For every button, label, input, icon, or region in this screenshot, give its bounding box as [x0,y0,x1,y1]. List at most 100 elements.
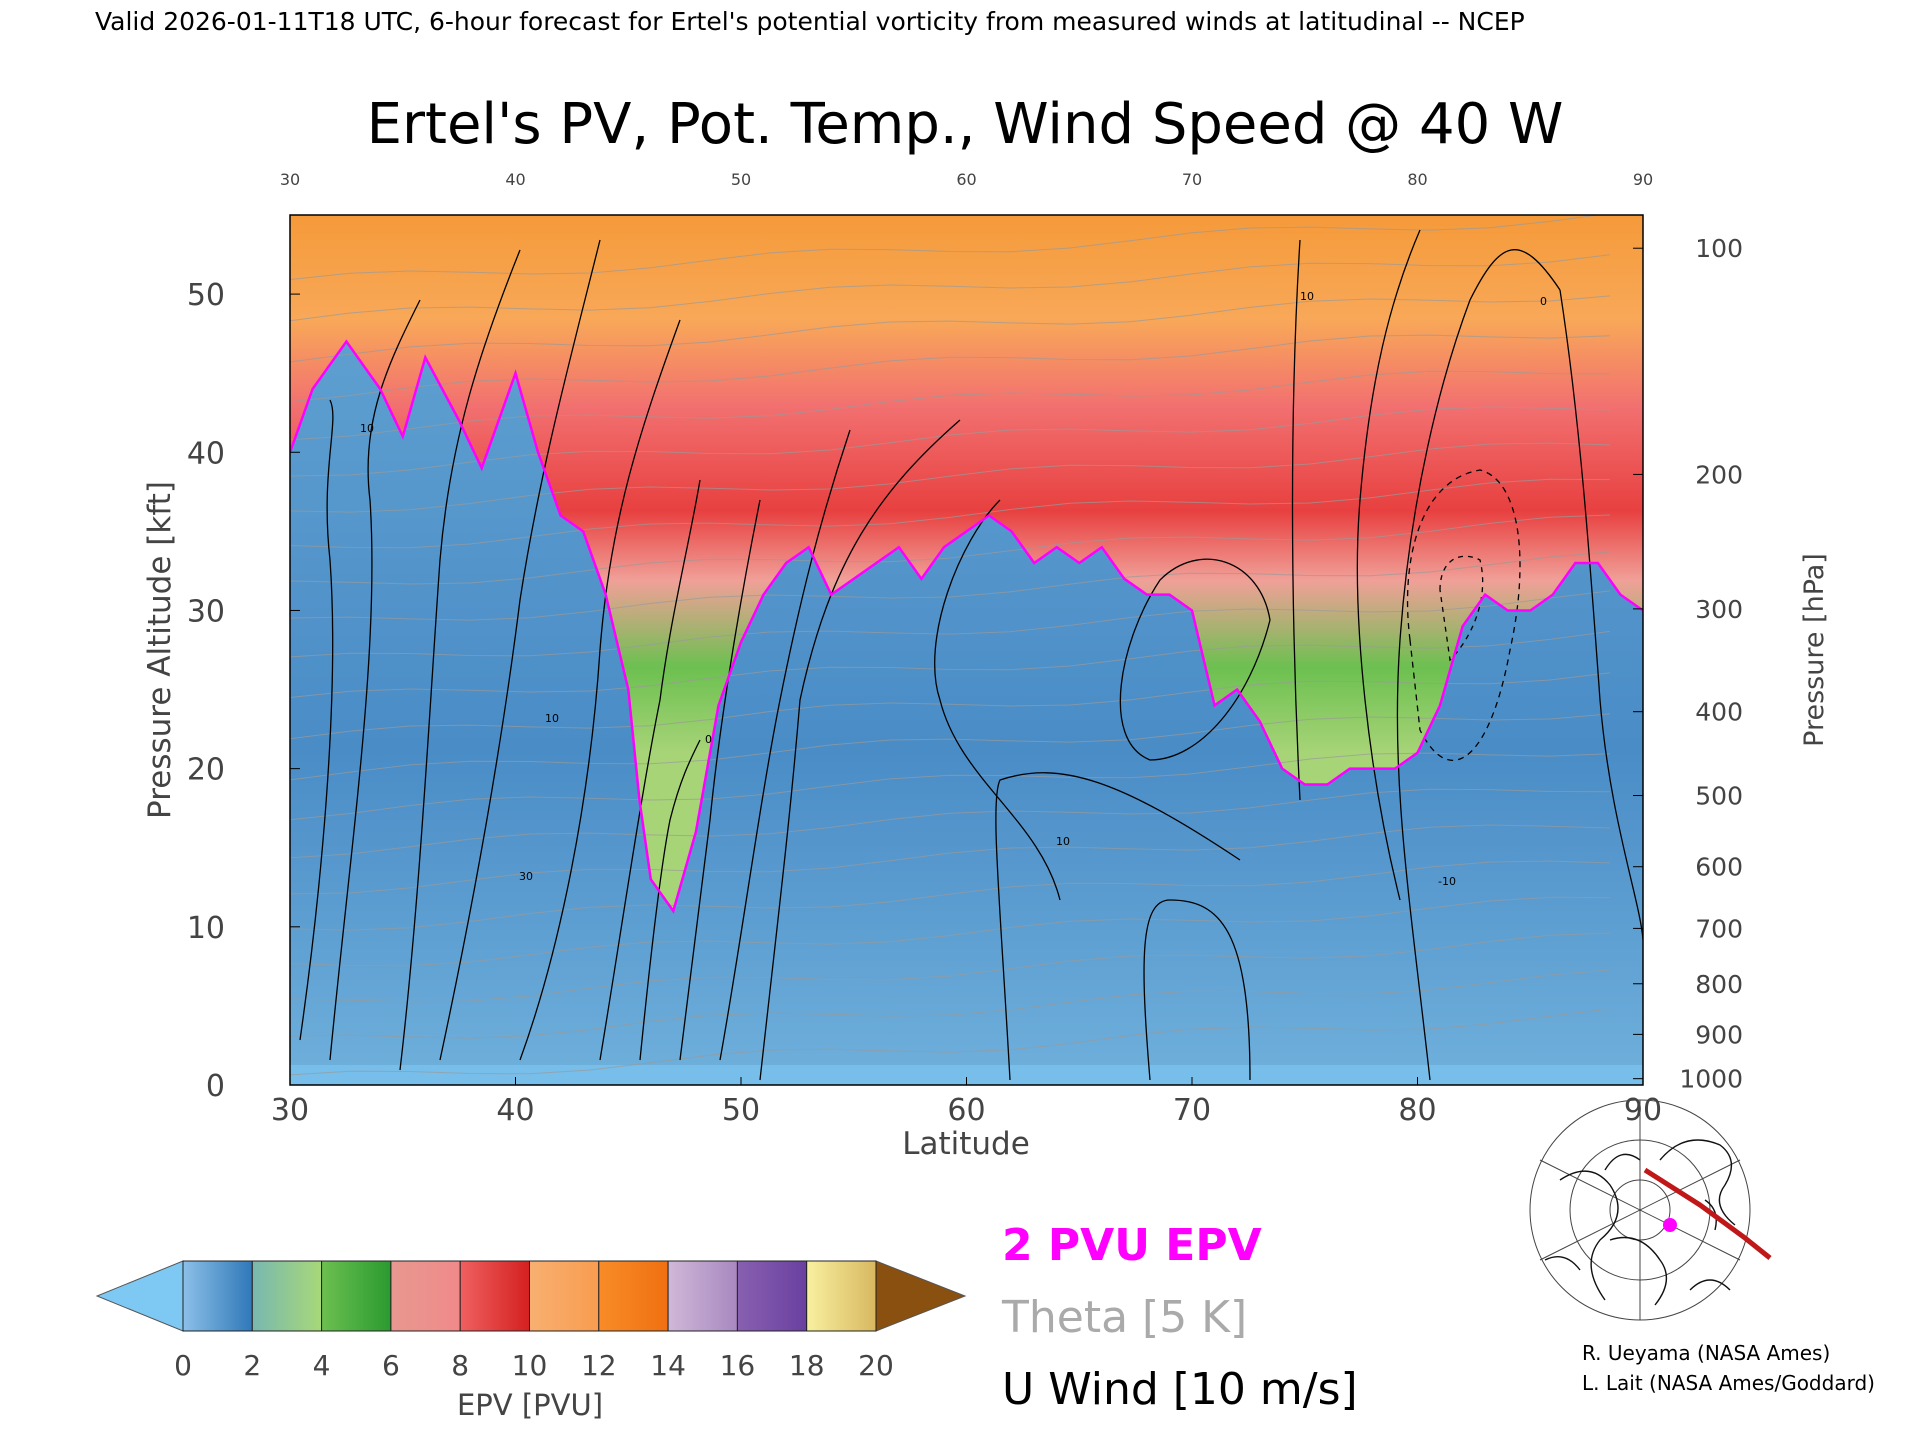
wind-contour [719,429,851,1061]
valid-time-header: Valid 2026-01-11T18 UTC, 6-hour forecast… [95,7,1525,36]
colorbar-segment [806,1260,877,1332]
legend: 2 PVU EPV Theta [5 K] U Wind [10 m/s] [1001,1220,1358,1415]
wind-contour [1396,249,1561,1081]
x-top-tick-label: 90 [1633,170,1653,189]
x-axis-top: 30 40 50 60 70 80 90 [280,170,1653,189]
contour-label: 0 [1540,295,1547,308]
wind-contour [1291,239,1301,801]
wind-contour [679,499,761,1061]
pressure-tick-label: 900 [1695,1020,1743,1049]
epv-colorbar: 0 2 4 6 8 10 12 14 16 18 20 [95,1260,967,1382]
colorbar-tick-label: 14 [650,1349,686,1382]
theta-line [290,752,1611,821]
contour-label: 10 [545,712,559,725]
theta-line [290,932,1611,1004]
x-tick-label: 90 [1624,1093,1662,1128]
x-top-tick-label: 30 [280,170,300,189]
theta-line [290,295,1611,363]
pressure-tick-label: 600 [1695,853,1743,882]
x-top-tick-label: 60 [956,170,976,189]
theta-line [290,442,1611,513]
credit-line-2: L. Lait (NASA Ames/Goddard) [1582,1371,1875,1395]
theta-line [290,551,1611,624]
pressure-tick-label: 200 [1695,460,1743,489]
map-location-marker [1663,1218,1677,1232]
wind-contour-negative [1406,469,1521,761]
pressure-tick-label: 300 [1695,595,1743,624]
theta-line [290,478,1611,549]
map-coastlines [1544,1139,1736,1306]
theta-line [290,215,1602,282]
wind-contour [439,239,601,1061]
wind-contour [329,299,421,1061]
surface-band [290,1065,1643,1085]
theta-line [290,969,1611,1042]
theta-line [290,788,1611,859]
contour-label: -10 [1438,875,1456,888]
wind-contour [1143,899,1251,1081]
x-tick-label: 80 [1398,1093,1436,1128]
x-top-tick-label: 50 [731,170,751,189]
x-tick-label: 50 [722,1093,760,1128]
x-tick-label: 70 [1173,1093,1211,1128]
colorbar-segment [321,1260,392,1332]
legend-wind: U Wind [10 m/s] [1002,1364,1358,1415]
colorbar-tick-label: 0 [174,1349,192,1382]
pressure-tick-label: 800 [1695,970,1743,999]
plot-area: 30 40 50 60 70 80 90 30 40 50 60 70 80 90 0 10 20 30 40 5… [187,170,1743,1128]
colorbar-under-arrow [95,1260,184,1332]
theta-line [290,406,1611,477]
x-tick-label: 40 [496,1093,534,1128]
colorbar-segment [667,1260,738,1332]
x-top-tick-label: 70 [1182,170,1202,189]
x-axis: 30 40 50 60 70 80 90 [271,1077,1662,1128]
y-axis-right: 100 200 300 400 500 600 700 800 900 1000 [1633,234,1743,1094]
pv-2pvu-contour [290,339,1643,914]
wind-contour [759,419,961,1081]
x-axis-label: Latitude [902,1126,1030,1162]
colorbar-segment [598,1260,669,1332]
colorbar-segment [459,1260,531,1332]
colorbar-tick-label: 20 [858,1349,894,1382]
colorbar-over-arrow [875,1260,967,1332]
wind-contour [1559,289,1643,941]
colorbar-tick-label: 2 [243,1349,261,1382]
colorbar-label: EPV [PVU] [457,1388,603,1422]
theta-line [290,590,1611,662]
inset-map [1529,1099,1772,1321]
wind-contour [934,499,1061,901]
legend-theta: Theta [5 K] [1001,1292,1247,1343]
colorbar-segment [251,1260,323,1332]
colorbar-segment [736,1260,808,1332]
contour-label: 10 [360,422,374,435]
theta-line [290,514,1611,586]
troposphere-fill [290,341,1643,1085]
theta-line [290,824,1611,895]
y-tick-label: 10 [187,911,225,946]
x-tick-label: 60 [947,1093,985,1128]
x-top-tick-label: 40 [505,170,525,189]
theta-line [290,1008,1611,1080]
theta-line [290,334,1611,403]
colorbar-tick-label: 8 [451,1349,469,1382]
colorbar-segment [390,1260,461,1332]
y-tick-label: 40 [187,436,225,471]
colorbar-segment [182,1260,253,1332]
wind-contour [399,249,521,1071]
contour-labels: 10 0 30 10 10 -10 10 0 [360,290,1547,888]
contour-label: 10 [1056,835,1070,848]
theta-line [290,713,1611,781]
credit-line-1: R. Ueyama (NASA Ames) [1582,1341,1830,1365]
wind-contour [599,479,701,1061]
wind-contour [1119,558,1271,761]
legend-pv: 2 PVU EPV [1002,1220,1262,1271]
colorbar-tick-label: 16 [720,1349,756,1382]
u-wind-contours [299,229,1643,1081]
wind-contour [639,739,701,1061]
colorbar-tick-label: 18 [789,1349,825,1382]
y-tick-label: 20 [187,753,225,788]
contour-label: 0 [705,733,712,746]
x-tick-label: 30 [271,1093,309,1128]
y-tick-label: 30 [187,594,225,629]
